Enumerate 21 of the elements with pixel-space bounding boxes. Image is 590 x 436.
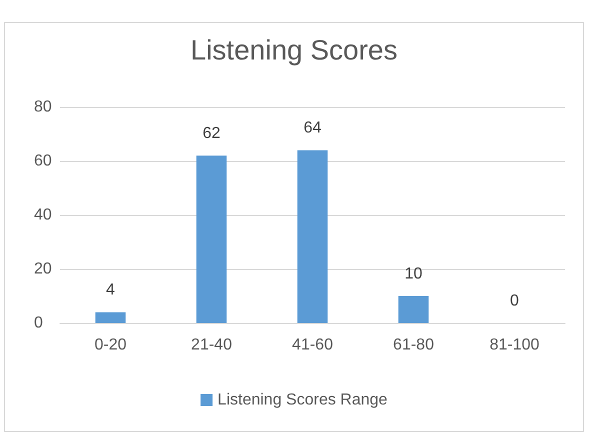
chart-title: Listening Scores xyxy=(190,34,398,66)
bar xyxy=(196,156,227,323)
data-label: 4 xyxy=(106,282,116,299)
y-tick-label: 20 xyxy=(34,260,52,278)
x-tick-label: 0-20 xyxy=(94,336,127,354)
bar xyxy=(297,150,328,323)
data-label: 0 xyxy=(510,292,520,310)
data-label: 10 xyxy=(404,266,422,282)
legend-label: Listening Scores Range xyxy=(218,392,388,408)
y-tick-label: 0 xyxy=(34,314,43,332)
x-tick-label: 61-80 xyxy=(393,336,434,354)
y-tick-label: 40 xyxy=(34,206,52,224)
data-label: 62 xyxy=(202,125,220,142)
x-tick-label: 41-60 xyxy=(292,336,334,354)
y-tick-label: 60 xyxy=(34,152,52,170)
bar xyxy=(95,312,126,323)
x-tick-label: 81-100 xyxy=(490,336,540,354)
bar xyxy=(398,296,429,323)
y-tick-label: 80 xyxy=(34,98,52,116)
x-tick-label: 21-40 xyxy=(191,336,232,354)
data-label: 64 xyxy=(304,120,322,137)
